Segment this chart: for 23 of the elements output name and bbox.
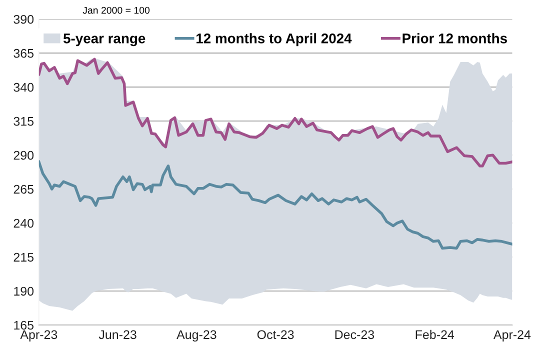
y-tick-label: 190 — [14, 286, 34, 296]
x-tick-label: Dec-23 — [335, 330, 374, 340]
x-tick-label: Apr-24 — [493, 330, 531, 342]
line-series — [38, 160, 512, 250]
y-tick-label: 290 — [14, 150, 34, 160]
x-tick-label: Aug-23 — [176, 330, 216, 342]
y-tick-label: 165 — [14, 320, 34, 330]
y-tick-label: 340 — [14, 82, 34, 92]
y-tick-label: 390 — [14, 14, 34, 24]
legend-label: Prior 12 months — [402, 33, 507, 44]
y-tick-label: 240 — [14, 218, 34, 228]
legend-label: 5-year range — [63, 34, 146, 46]
y-tick-label: 315 — [14, 116, 34, 126]
y-tick-label: 265 — [14, 184, 34, 194]
x-tick-label: Feb-24 — [416, 330, 454, 340]
text: Jan 2000 = 100 — [82, 6, 150, 14]
y-tick-label: 365 — [14, 48, 34, 58]
y-tick-label: 215 — [14, 252, 34, 262]
line-series — [38, 58, 512, 168]
x-tick-label: Jun-23 — [98, 330, 136, 340]
x-tick-label: Oct-23 — [257, 330, 294, 340]
legend-label: 12 months to April 2024 — [196, 33, 352, 46]
x-tick-label: Apr-23 — [20, 330, 58, 342]
